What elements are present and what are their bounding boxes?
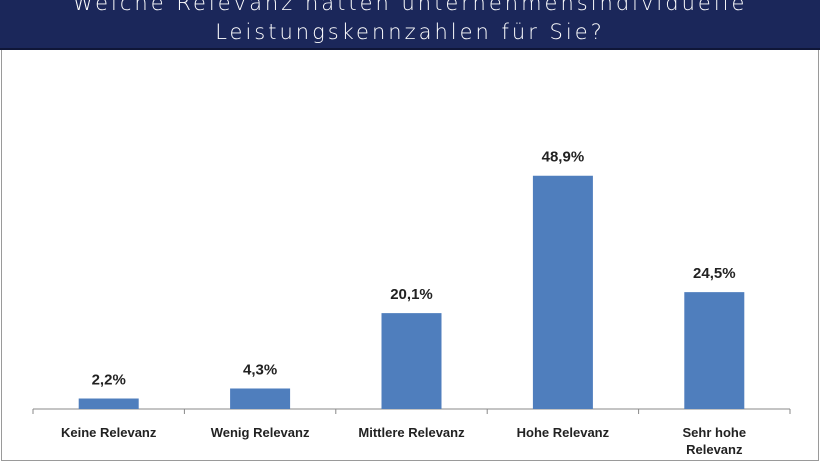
x-tick-label: Keine Relevanz bbox=[61, 425, 157, 440]
chart-frame bbox=[1, 50, 819, 461]
x-tick-label: Sehr hohe Relevanz bbox=[682, 425, 747, 457]
value-label: 4,3% bbox=[243, 361, 277, 378]
x-tick-label: Mittlere Relevanz bbox=[358, 425, 465, 440]
bar bbox=[230, 388, 291, 409]
bar bbox=[381, 313, 442, 409]
value-label: 48,9% bbox=[542, 149, 585, 166]
chart-title: Welche Relevanz hatten unternehmensindiv… bbox=[72, 0, 748, 15]
value-label: 20,1% bbox=[390, 286, 433, 303]
x-tick-label: Hohe Relevanz bbox=[516, 425, 610, 440]
bar bbox=[532, 175, 593, 409]
bar bbox=[78, 398, 139, 409]
bar bbox=[684, 292, 745, 409]
x-tick-label: Wenig Relevanz bbox=[210, 425, 310, 440]
value-label: 24,5% bbox=[693, 265, 736, 282]
title-band: Welche Relevanz hatten unternehmensindiv… bbox=[0, 0, 820, 50]
value-label: 2,2% bbox=[92, 372, 126, 389]
chart-title: Leistungskennzahlen für Sie? bbox=[215, 20, 605, 44]
